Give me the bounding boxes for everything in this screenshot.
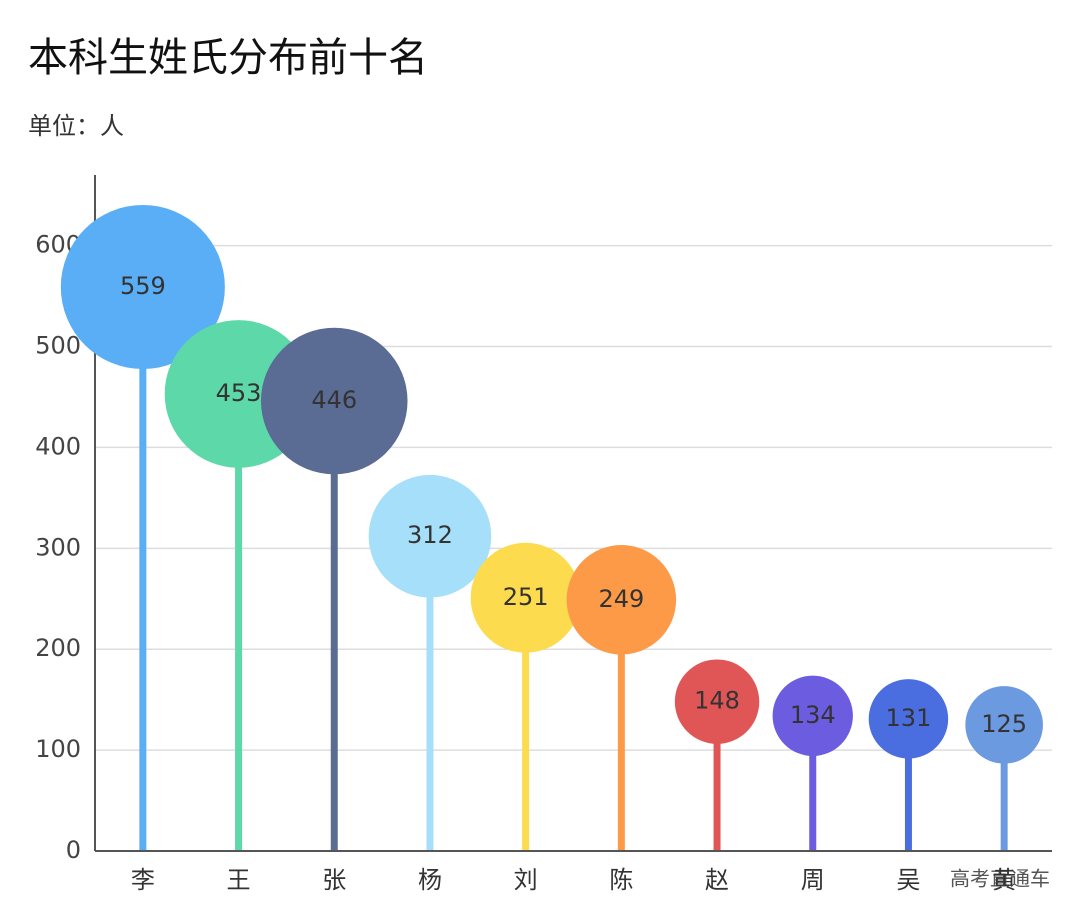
y-tick-label: 500 [35, 332, 81, 360]
y-tick-label: 100 [35, 735, 81, 763]
value-label: 148 [694, 687, 740, 715]
value-label: 125 [981, 710, 1027, 738]
value-label: 134 [790, 701, 836, 729]
bubble [470, 542, 581, 653]
value-label: 453 [216, 379, 262, 407]
bubble [368, 474, 492, 598]
bubble [566, 545, 677, 655]
x-tick-label: 杨 [418, 866, 442, 894]
value-label: 131 [886, 704, 932, 732]
chart-title: 本科生姓氏分布前十名 [28, 35, 428, 81]
value-label: 559 [120, 272, 166, 300]
value-label: 312 [407, 521, 453, 549]
x-tick-label: 刘 [514, 866, 538, 894]
watermark: 高考直通车 [950, 867, 1050, 891]
chart-subtitle: 单位：人 [28, 112, 124, 140]
y-tick-label: 0 [66, 836, 81, 864]
bubble [868, 679, 949, 759]
bubble [674, 659, 760, 744]
marks: 559 453 446 312 251 249 148 134 131 125 [60, 204, 1043, 851]
y-tick-label: 200 [35, 634, 81, 662]
x-tick-label: 陈 [609, 866, 633, 894]
x-tick-label: 王 [227, 866, 251, 894]
bubble [772, 675, 853, 756]
value-label: 249 [598, 585, 644, 613]
y-tick-label: 400 [35, 432, 81, 460]
value-label: 251 [503, 583, 549, 611]
bubble [60, 204, 225, 370]
x-tick-label: 周 [801, 866, 825, 894]
x-tick-label: 黄 [992, 866, 1016, 894]
bubble [260, 327, 408, 475]
y-tick-label: 300 [35, 533, 81, 561]
value-label: 446 [311, 386, 357, 414]
bubble [965, 686, 1043, 764]
x-tick-label: 赵 [705, 866, 729, 894]
x-tick-label: 张 [322, 866, 346, 894]
x-tick-label: 吴 [896, 866, 920, 894]
x-tick-label: 李 [131, 866, 155, 894]
